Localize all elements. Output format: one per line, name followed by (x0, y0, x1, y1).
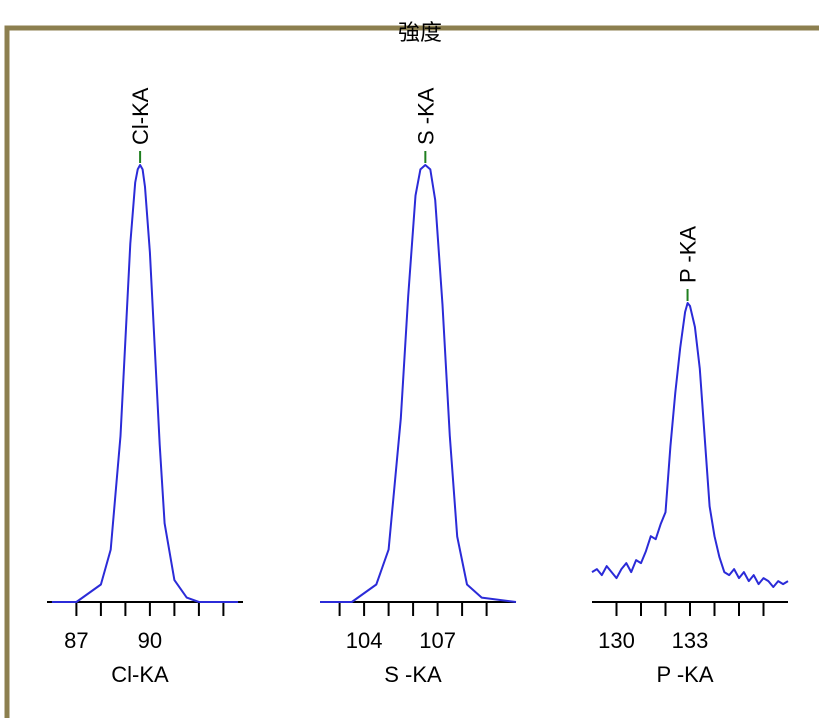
peak-label: Cl-KA (128, 87, 153, 145)
peak-label: S -KA (413, 87, 438, 145)
chart-frame (4, 25, 819, 718)
x-tick-label: 133 (672, 628, 709, 653)
panel-1: 104 107 S -KA S -KA (320, 87, 517, 687)
peak-label: P -KA (676, 226, 701, 283)
x-tick-label: 90 (138, 628, 162, 653)
x-tick-label: 87 (64, 628, 88, 653)
x-axis-label: S -KA (384, 662, 442, 687)
x-tick-label: 130 (598, 628, 635, 653)
x-tick-label: 104 (346, 628, 383, 653)
spectrum-line (320, 164, 517, 603)
chart-title: 強度 (398, 21, 442, 46)
spectrum-line (591, 302, 789, 588)
x-tick-label: 107 (419, 628, 456, 653)
panel-0: 87 90 Cl-KA Cl-KA (47, 87, 243, 687)
x-axis-label: P -KA (656, 662, 713, 687)
x-axis-label: Cl-KA (111, 662, 169, 687)
spectrum-line (51, 164, 239, 603)
panel-2: 130 133 P -KA P -KA (591, 226, 789, 687)
